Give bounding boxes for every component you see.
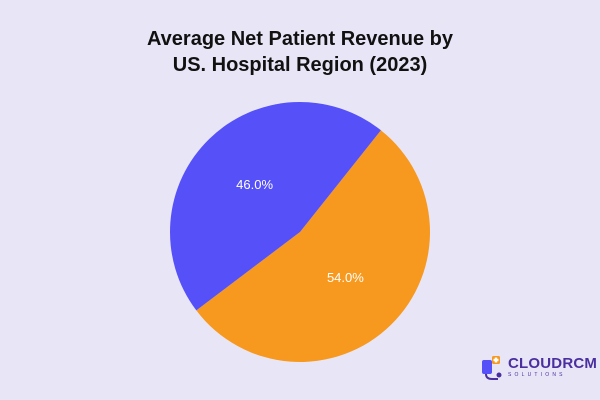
pie-slice-label-1: 46.0% — [236, 177, 273, 192]
cloudrcm-logo: CLOUDRCM SOLUTIONS — [480, 354, 597, 380]
logo-name: CLOUDRCM — [508, 355, 598, 372]
pie-slice-label-0: 54.0% — [327, 270, 364, 285]
pie-slice-1 — [169, 101, 381, 311]
chart-title-line-1: Average Net Patient Revenue by — [146, 28, 454, 50]
logo-subtitle: SOLUTIONS — [508, 372, 566, 378]
cloudrcm-logo-icon — [482, 356, 502, 380]
chart-title-line-2: US. Hospital Region (2023) — [172, 54, 428, 76]
chart-title: Average Net Patient Revenue by US. Hospi… — [0, 26, 600, 78]
pie-slice-0 — [196, 130, 430, 362]
